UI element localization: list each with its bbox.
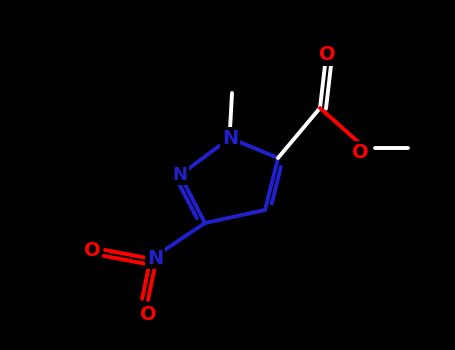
Text: O: O xyxy=(318,46,335,64)
Text: O: O xyxy=(84,240,100,259)
Text: N: N xyxy=(172,166,187,184)
Text: O: O xyxy=(140,306,157,324)
Text: N: N xyxy=(147,248,163,267)
Text: N: N xyxy=(222,128,238,147)
Text: O: O xyxy=(352,142,368,161)
